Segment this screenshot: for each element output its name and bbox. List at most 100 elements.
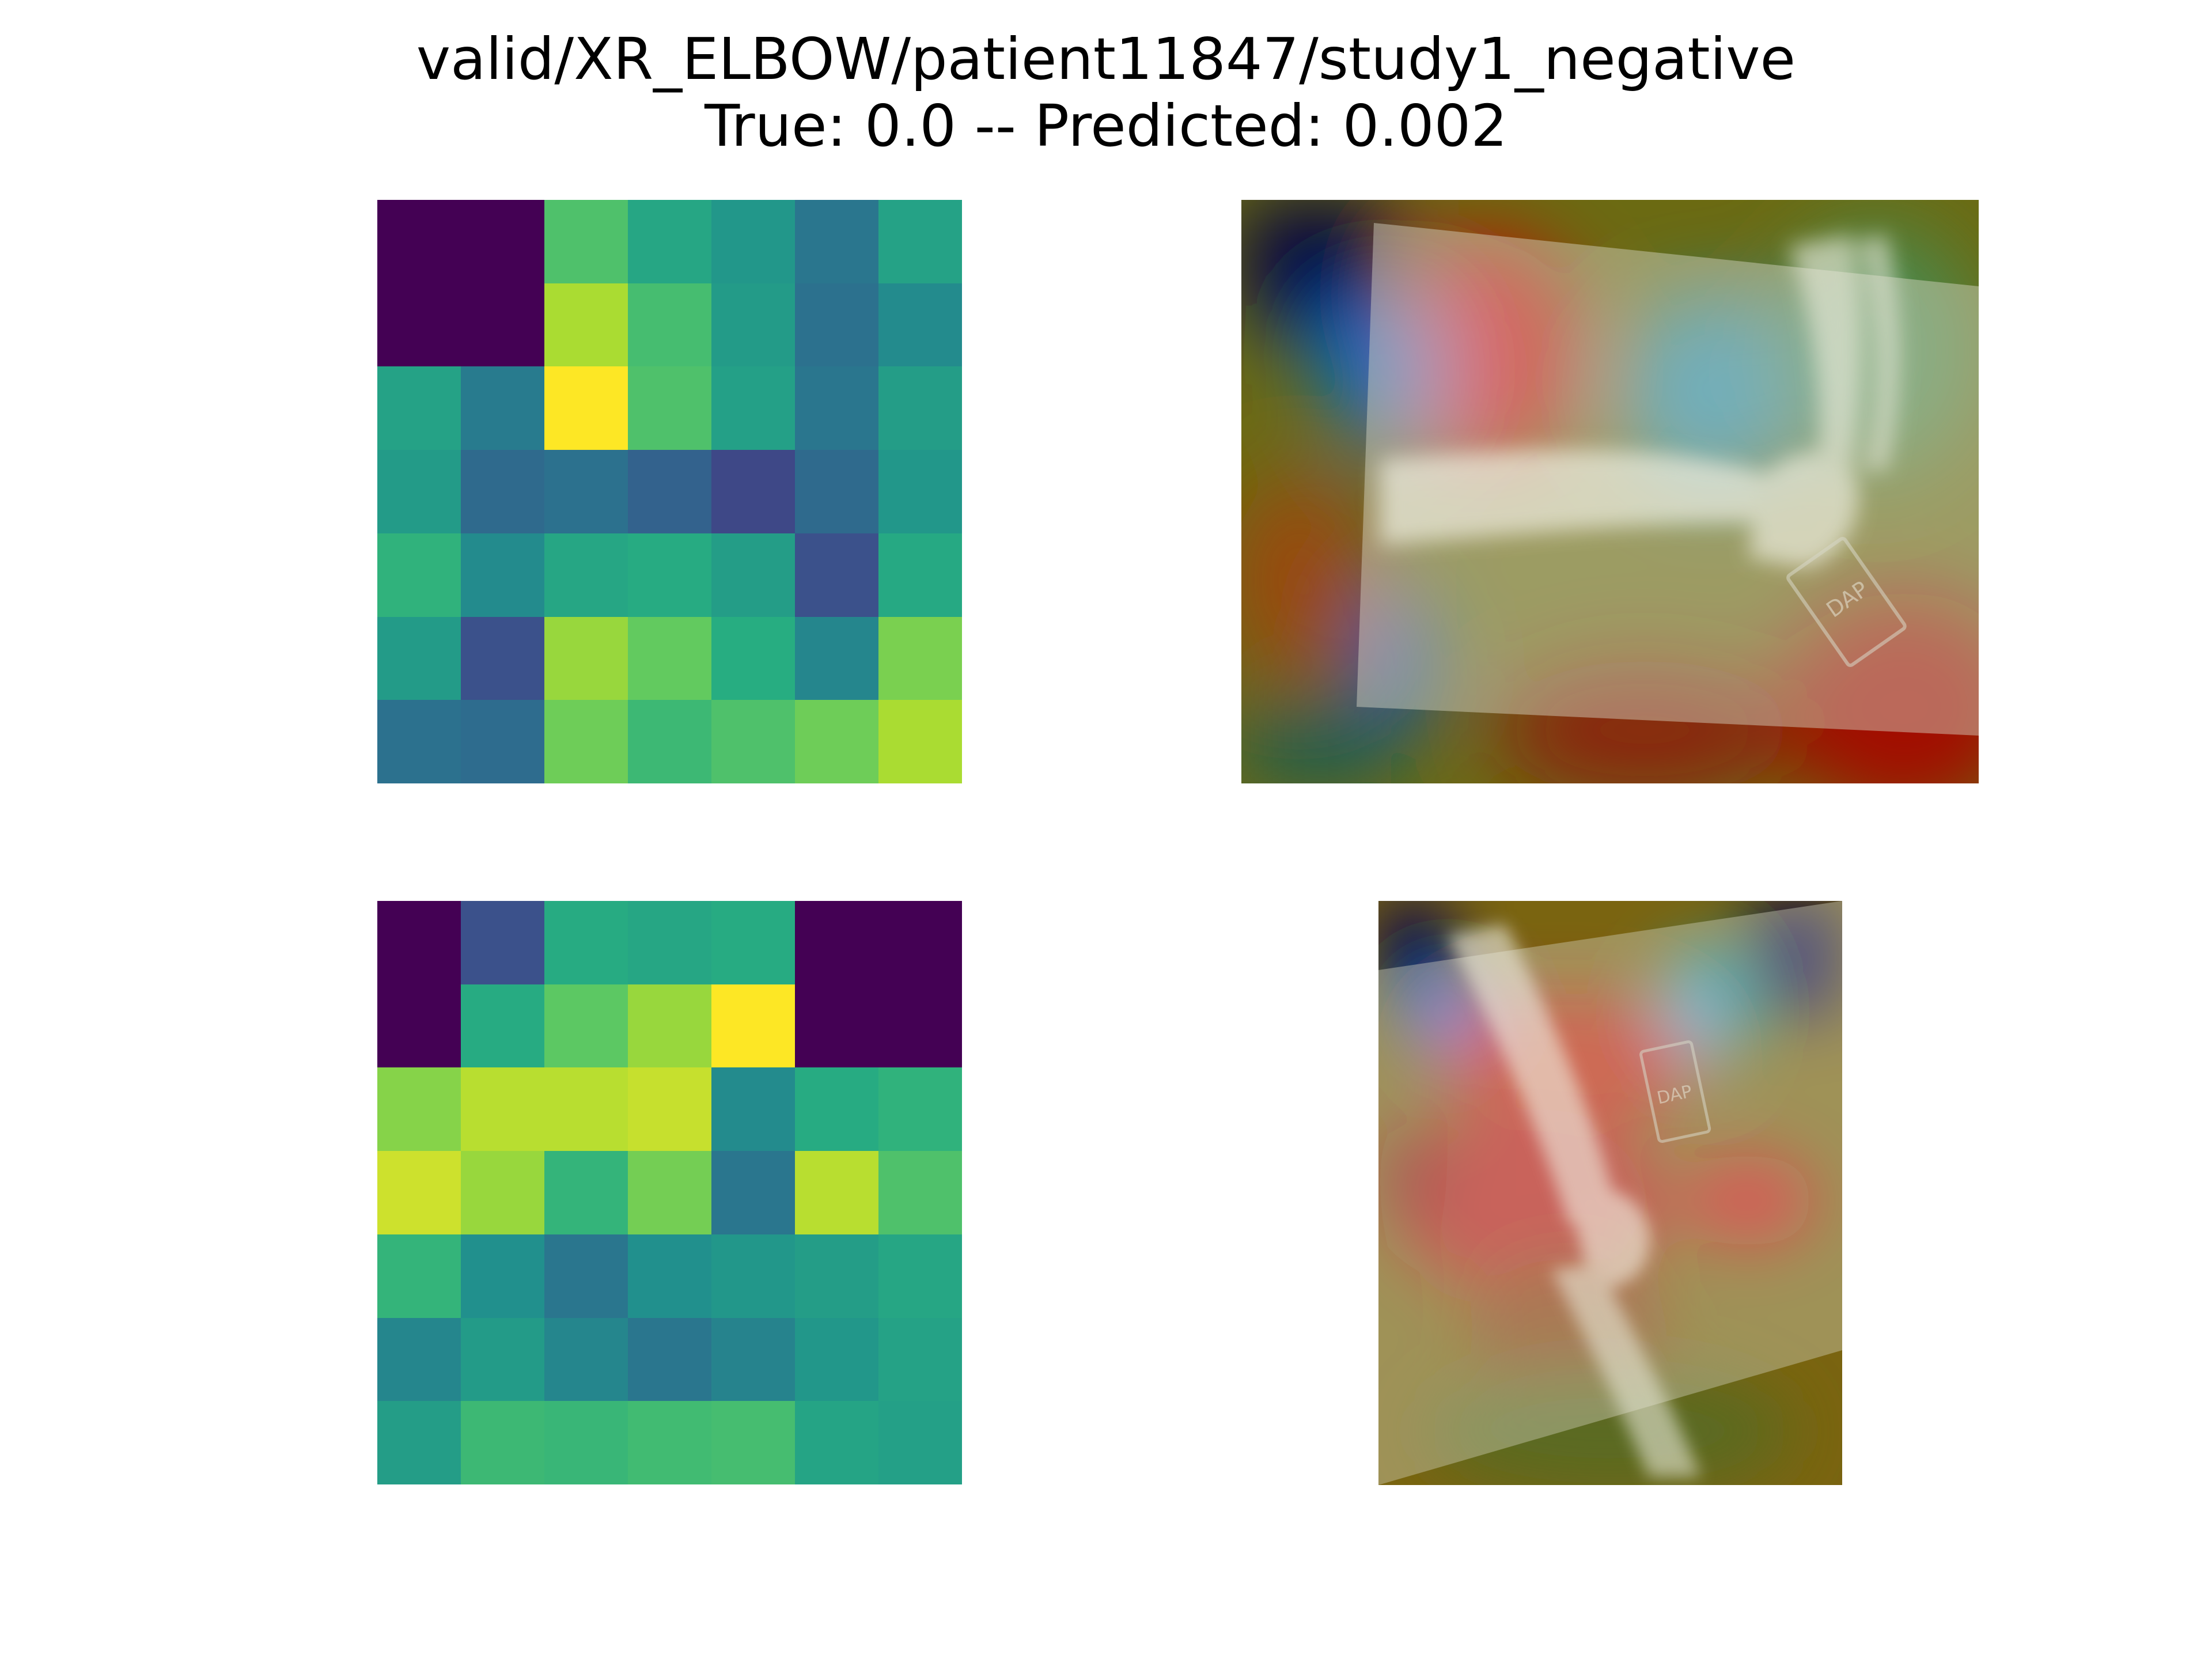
- chart-title: valid/XR_ELBOW/patient11847/study1_negat…: [0, 28, 2212, 91]
- heatmap-2-cell-r3-c6: [878, 1151, 962, 1234]
- heatmap-2-cell-r1-c2: [544, 984, 628, 1068]
- heatmap-1-cell-r5-c4: [711, 617, 795, 700]
- heatmap-1-cell-r0-c0: [377, 200, 461, 283]
- heatmap-2-cell-r0-c2: [544, 901, 628, 984]
- heatmap-1-cell-r2-c6: [878, 366, 962, 450]
- heatmap-2-cell-r0-c5: [795, 901, 878, 984]
- heatmap-1-cell-r2-c0: [377, 366, 461, 450]
- heatmap-2-cell-r2-c3: [628, 1067, 711, 1151]
- heatmap-2-cell-r3-c1: [461, 1151, 544, 1234]
- heatmap-1-cell-r2-c4: [711, 366, 795, 450]
- heatmap-top-left: [377, 200, 962, 783]
- heatmap-1-cell-r6-c3: [628, 700, 711, 783]
- heatmap-2-cell-r6-c4: [711, 1401, 795, 1484]
- heatmap-2-cell-r4-c0: [377, 1234, 461, 1318]
- heatmap-1-cell-r1-c5: [795, 283, 878, 367]
- heatmap-2-cell-r2-c2: [544, 1067, 628, 1151]
- heatmap-1-cell-r1-c0: [377, 283, 461, 367]
- heatmap-2-cell-r4-c6: [878, 1234, 962, 1318]
- heatmap-1-cell-r6-c0: [377, 700, 461, 783]
- xray-cam-overlay-2: DAP: [1378, 901, 1842, 1485]
- heatmap-1-cell-r4-c2: [544, 533, 628, 617]
- heatmap-1-cell-r5-c2: [544, 617, 628, 700]
- heatmap-1-cell-r6-c2: [544, 700, 628, 783]
- heatmap-2-cell-r2-c1: [461, 1067, 544, 1151]
- heatmap-2-cell-r2-c5: [795, 1067, 878, 1151]
- heatmap-2-cell-r5-c0: [377, 1318, 461, 1402]
- heatmap-1-cell-r3-c6: [878, 450, 962, 533]
- heatmap-2-cell-r5-c5: [795, 1318, 878, 1402]
- heatmap-1-cell-r3-c1: [461, 450, 544, 533]
- heatmap-2-cell-r6-c2: [544, 1401, 628, 1484]
- heatmap-1-cell-r4-c3: [628, 533, 711, 617]
- heatmap-2-cell-r5-c1: [461, 1318, 544, 1402]
- heatmap-2-cell-r5-c2: [544, 1318, 628, 1402]
- heatmap-1-cell-r1-c3: [628, 283, 711, 367]
- heatmap-2-cell-r0-c1: [461, 901, 544, 984]
- heatmap-1-cell-r5-c6: [878, 617, 962, 700]
- heatmap-1-cell-r2-c3: [628, 366, 711, 450]
- heatmap-1-cell-r3-c2: [544, 450, 628, 533]
- xray-image-2: DAP: [1378, 901, 1842, 1485]
- heatmap-1-cell-r3-c0: [377, 450, 461, 533]
- heatmap-2-cell-r3-c2: [544, 1151, 628, 1234]
- heatmap-1-cell-r1-c1: [461, 283, 544, 367]
- heatmap-2-cell-r4-c3: [628, 1234, 711, 1318]
- heatmap-2-cell-r6-c0: [377, 1401, 461, 1484]
- heatmap-2-cell-r3-c0: [377, 1151, 461, 1234]
- heatmap-2-cell-r1-c5: [795, 984, 878, 1068]
- heatmap-1-cell-r0-c5: [795, 200, 878, 283]
- heatmap-2-cell-r3-c5: [795, 1151, 878, 1234]
- heatmap-1-cell-r6-c6: [878, 700, 962, 783]
- xray-image-1: DAP: [1241, 200, 1979, 783]
- heatmap-1-cell-r4-c5: [795, 533, 878, 617]
- heatmap-2-cell-r3-c4: [711, 1151, 795, 1234]
- heatmap-2-cell-r6-c6: [878, 1401, 962, 1484]
- heatmap-1-cell-r6-c4: [711, 700, 795, 783]
- heatmap-2-cell-r6-c3: [628, 1401, 711, 1484]
- heatmap-1-cell-r4-c6: [878, 533, 962, 617]
- heatmap-1-cell-r4-c0: [377, 533, 461, 617]
- heatmap-1-cell-r5-c3: [628, 617, 711, 700]
- heatmap-2-cell-r2-c0: [377, 1067, 461, 1151]
- heatmap-2-cell-r4-c1: [461, 1234, 544, 1318]
- heatmap-1-cell-r0-c3: [628, 200, 711, 283]
- heatmap-bottom-left: [377, 901, 962, 1484]
- heatmap-1-cell-r5-c1: [461, 617, 544, 700]
- heatmap-1-cell-r6-c1: [461, 700, 544, 783]
- heatmap-2-cell-r5-c3: [628, 1318, 711, 1402]
- heatmap-1-cell-r5-c5: [795, 617, 878, 700]
- heatmap-1-cell-r5-c0: [377, 617, 461, 700]
- heatmap-2-cell-r4-c5: [795, 1234, 878, 1318]
- heatmap-2-cell-r0-c6: [878, 901, 962, 984]
- heatmap-1-cell-r6-c5: [795, 700, 878, 783]
- heatmap-1-cell-r4-c4: [711, 533, 795, 617]
- heatmap-1-cell-r0-c2: [544, 200, 628, 283]
- heatmap-2-cell-r1-c3: [628, 984, 711, 1068]
- heatmap-1-cell-r2-c5: [795, 366, 878, 450]
- heatmap-2-cell-r3-c3: [628, 1151, 711, 1234]
- heatmap-2-cell-r5-c4: [711, 1318, 795, 1402]
- heatmap-1-cell-r0-c4: [711, 200, 795, 283]
- heatmap-2-cell-r0-c0: [377, 901, 461, 984]
- heatmap-2-cell-r1-c1: [461, 984, 544, 1068]
- heatmap-2-cell-r2-c4: [711, 1067, 795, 1151]
- heatmap-2-cell-r1-c4: [711, 984, 795, 1068]
- heatmap-1-cell-r1-c6: [878, 283, 962, 367]
- heatmap-2-cell-r2-c6: [878, 1067, 962, 1151]
- heatmap-2-cell-r1-c6: [878, 984, 962, 1068]
- heatmap-1-cell-r3-c4: [711, 450, 795, 533]
- heatmap-1-cell-r2-c2: [544, 366, 628, 450]
- heatmap-1-cell-r0-c6: [878, 200, 962, 283]
- heatmap-2-cell-r6-c1: [461, 1401, 544, 1484]
- heatmap-1-cell-r3-c5: [795, 450, 878, 533]
- heatmap-1-cell-r0-c1: [461, 200, 544, 283]
- heatmap-1-cell-r1-c4: [711, 283, 795, 367]
- heatmap-1-cell-r2-c1: [461, 366, 544, 450]
- heatmap-2-cell-r4-c2: [544, 1234, 628, 1318]
- heatmap-2-cell-r1-c0: [377, 984, 461, 1068]
- xray-cam-overlay-1: DAP: [1241, 200, 1979, 783]
- heatmap-2-cell-r0-c4: [711, 901, 795, 984]
- heatmap-2-cell-r5-c6: [878, 1318, 962, 1402]
- heatmap-1-cell-r3-c3: [628, 450, 711, 533]
